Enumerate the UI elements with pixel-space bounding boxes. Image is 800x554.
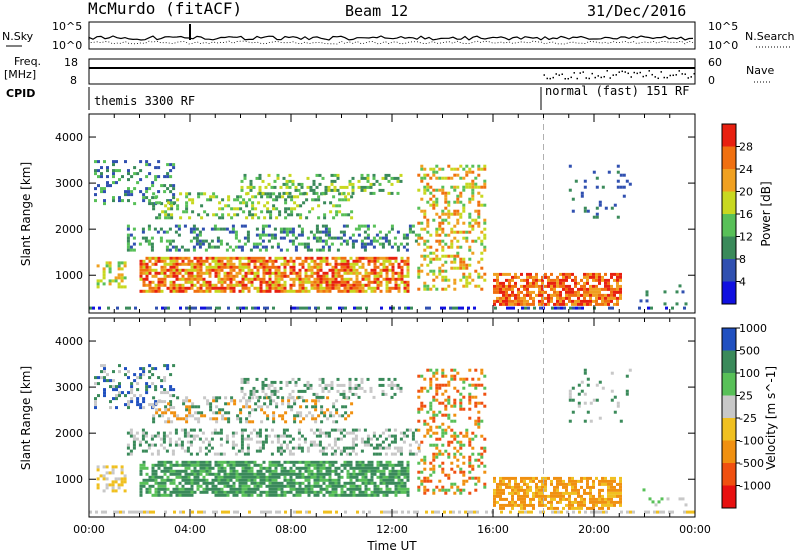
status-ytick-bottom: 10^0: [52, 39, 82, 52]
power-heatmap: [89, 160, 688, 310]
velocity-panel: 1000 2000 3000 4000 00:00 04:00 08:00 12:00 16:0…: [19, 317, 778, 553]
colorbar-segment: [722, 214, 736, 237]
xtick-label: 16:00: [477, 523, 509, 536]
colorbar-segment: [722, 169, 736, 192]
ytick-label: 4000: [55, 335, 83, 348]
colorbar-segment: [722, 259, 736, 282]
xtick-label: 12:00: [376, 523, 408, 536]
colorbar-segment: [722, 350, 736, 373]
cpid-mode-2: normal (fast) 151 RF: [545, 84, 690, 98]
velocity-axes: 1000 2000 3000 4000 00:00 04:00 08:00 12:00 16:0…: [55, 318, 711, 536]
ytick-label: 1000: [55, 269, 83, 282]
station-title: McMurdo (fitACF): [88, 0, 242, 18]
colorbar-tick: 8: [739, 253, 746, 266]
colorbar-tick: 500: [739, 345, 760, 358]
status-panel: N.Sky 10^5 10^0 10^5 10^0 N.Search: [2, 20, 795, 52]
colorbar-segment: [722, 440, 736, 463]
power-colorbar: 4 8 12 16 20 24 28: [721, 123, 753, 305]
ytick-label: 2000: [55, 427, 83, 440]
power-axes: 1000 2000 3000 4000: [55, 114, 696, 313]
ytick-label: 2000: [55, 223, 83, 236]
colorbar-tick: 20: [739, 186, 753, 199]
colorbar-tick: 100: [739, 367, 760, 380]
colorbar-tick: 12: [739, 231, 753, 244]
ytick-label: 3000: [55, 177, 83, 190]
colorbar-tick: 4: [739, 276, 746, 289]
nsky-label: N.Sky: [2, 30, 34, 43]
noise-traces: [88, 24, 694, 45]
colorbar-tick: -500: [739, 457, 764, 470]
date-title: 31/Dec/2016: [587, 2, 686, 20]
colorbar-segment: [722, 418, 736, 441]
cpid-panel: CPID themis 3300 RF normal (fast) 151 RF: [6, 84, 690, 110]
ytick-label: 1000: [55, 473, 83, 486]
status-ytick-top: 10^5: [52, 20, 82, 33]
freq-tick-top: 18: [64, 56, 78, 69]
colorbar-segment: [722, 463, 736, 486]
status-right-bottom: 10^0: [708, 39, 738, 52]
colorbar-tick: 28: [739, 141, 753, 154]
velocity-colorbar: -1000 -500 -100 -25 25 100 500 1000: [721, 322, 771, 509]
beam-title: Beam 12: [345, 2, 408, 20]
colorbar-segment: [722, 485, 736, 508]
colorbar-tick: 1000: [739, 322, 767, 335]
colorbar-tick: 24: [739, 163, 753, 176]
xtick-label: 20:00: [578, 523, 610, 536]
colorbar-segment: [722, 191, 736, 214]
colorbar-tick: 16: [739, 208, 753, 221]
xtick-label: 04:00: [174, 523, 206, 536]
colorbar-tick: -1000: [739, 480, 771, 493]
freq-tick-bottom: 8: [70, 74, 77, 87]
power-panel: 1000 2000 3000 4000 Slant Range [km] 4 8 12 16…: [19, 113, 773, 314]
status-right-top: 10^5: [708, 20, 738, 33]
x-axis-label: Time UT: [366, 539, 417, 553]
colorbar-segment: [722, 146, 736, 169]
colorbar-segment: [722, 236, 736, 259]
cpid-label: CPID: [6, 87, 35, 100]
colorbar-tick: -25: [739, 412, 757, 425]
xtick-label: 08:00: [275, 523, 307, 536]
freq-label-line2: [MHz]: [4, 68, 36, 81]
colorbar-segment: [722, 395, 736, 418]
nave-tick-bottom: 0: [708, 74, 715, 87]
colorbar-tick: 25: [739, 390, 753, 403]
nave-tick-top: 60: [708, 56, 722, 69]
ytick-label: 3000: [55, 381, 83, 394]
colorbar-tick: -100: [739, 435, 764, 448]
colorbar-segment: [722, 328, 736, 351]
velocity-heatmap: [89, 364, 695, 514]
velocity-ylabel: Slant Range [km]: [19, 366, 33, 470]
colorbar-segment: [722, 281, 736, 304]
power-colorbar-label: Power [dB]: [759, 181, 773, 246]
cpid-mode-1: themis 3300 RF: [94, 94, 195, 108]
velocity-colorbar-label: Velocity [m s^-1]: [764, 366, 778, 470]
frequency-traces: [89, 67, 695, 80]
ytick-label: 4000: [55, 131, 83, 144]
nsearch-label: N.Search: [745, 30, 795, 43]
xtick-label: 00:00: [73, 523, 105, 536]
freq-label-line1: Freq.: [14, 55, 41, 68]
frequency-panel: Freq. [MHz] 18 8 60 0 Nave: [4, 55, 774, 87]
colorbar-segment: [722, 124, 736, 147]
power-ylabel: Slant Range [km]: [19, 162, 33, 266]
colorbar-segment: [722, 373, 736, 396]
xtick-label: 00:00: [679, 523, 711, 536]
nave-label: Nave: [746, 64, 774, 77]
